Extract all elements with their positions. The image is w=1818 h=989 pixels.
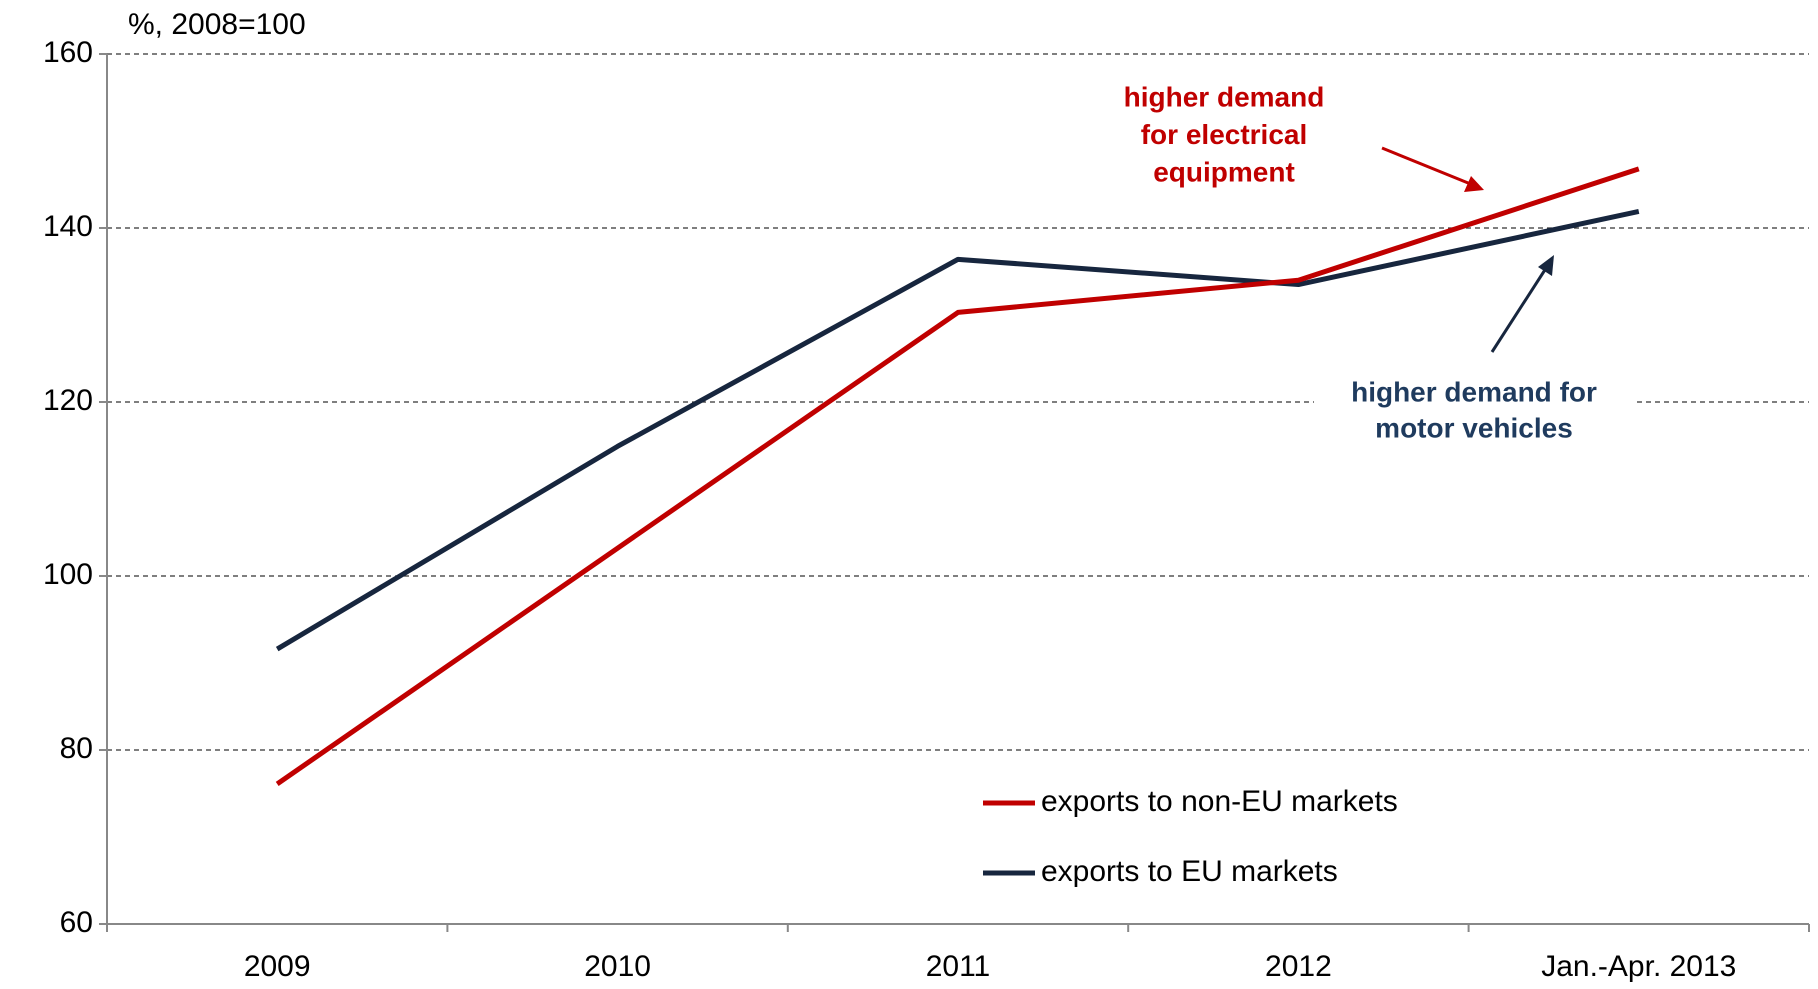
x-tick-label: 2011 — [926, 950, 991, 983]
series-line — [275, 166, 1640, 786]
annotation: for electrical — [1141, 119, 1308, 150]
y-tick-label: 60 — [60, 906, 93, 939]
x-tick-label: Jan.-Apr. 2013 — [1541, 950, 1736, 983]
arrow-head — [1464, 176, 1484, 192]
arrow — [1490, 261, 1552, 353]
y-tick-label: 80 — [60, 732, 93, 765]
annotation: motor vehicles — [1375, 412, 1573, 443]
annotation-bg — [1314, 372, 1634, 452]
annotation: higher demand for — [1351, 376, 1597, 407]
x-tick-label: 2012 — [1265, 950, 1332, 983]
x-tick-label: 2009 — [244, 950, 311, 983]
legend-label: exports to non-EU markets — [1041, 785, 1398, 818]
y-axis-label: %, 2008=100 — [128, 8, 306, 41]
y-tick-label: 100 — [43, 558, 93, 591]
annotation: higher demand — [1124, 81, 1325, 112]
legend-label: exports to EU markets — [1041, 855, 1338, 888]
arrows — [1381, 146, 1554, 353]
y-tick-label: 160 — [43, 36, 93, 69]
series-line — [275, 209, 1640, 652]
arrow — [1381, 146, 1479, 189]
y-tick-label: 140 — [43, 210, 93, 243]
arrow-head — [1538, 255, 1554, 276]
y-tick-label: 120 — [43, 384, 93, 417]
x-tick-label: 2010 — [584, 950, 651, 983]
annotation: equipment — [1153, 156, 1295, 187]
